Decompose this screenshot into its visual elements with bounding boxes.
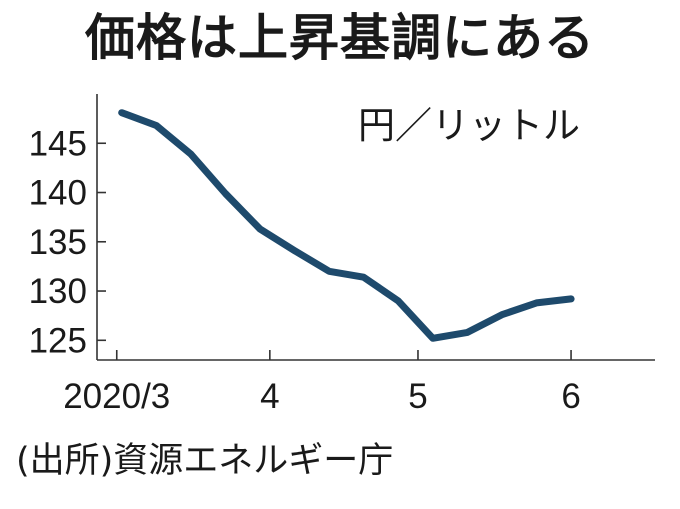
- price-series-line: [118, 109, 575, 342]
- unit-label: 円／リットル: [358, 105, 580, 146]
- x-tick-label: 4: [260, 377, 279, 416]
- x-tick-label: 5: [408, 377, 427, 416]
- x-tick-label: 6: [561, 377, 580, 416]
- y-tick-label: 125: [29, 321, 87, 360]
- y-tick-label: 140: [29, 174, 87, 213]
- chart-ticks: 125 130 135 140 145 2020/3 4 5 6: [29, 124, 581, 416]
- source-note: (出所)資源エネルギー庁: [16, 441, 394, 481]
- y-tick-label: 135: [29, 223, 87, 262]
- y-tick-label: 145: [29, 124, 87, 163]
- y-tick-label: 130: [29, 272, 87, 311]
- x-tick-label: 2020/3: [63, 377, 170, 416]
- chart-series: [118, 109, 575, 342]
- chart-axes: [96, 94, 655, 361]
- chart-title: 価格は上昇基調にある: [85, 9, 595, 67]
